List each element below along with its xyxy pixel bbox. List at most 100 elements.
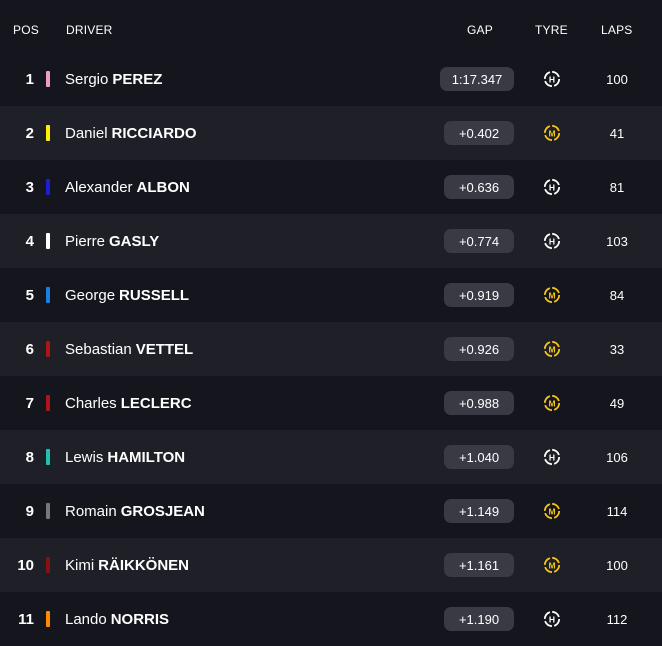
laps-count: 33 [609, 341, 625, 357]
driver-first-name: George [65, 286, 116, 304]
laps-count: 81 [609, 179, 625, 195]
position: 10 [17, 556, 34, 574]
position: 5 [25, 286, 34, 304]
team-color-bar [46, 341, 50, 357]
table-row[interactable]: 11 Lando NORRIS +1.190 H 112 [0, 592, 662, 646]
driver-first-name: Sebastian [65, 340, 132, 358]
driver-last-name: HAMILTON [107, 448, 186, 466]
table-header: POS DRIVER GAP TYRE LAPS [0, 0, 662, 52]
team-color-bar [46, 503, 50, 519]
driver-first-name: Pierre [65, 232, 106, 250]
driver-last-name: RÄIKKÖNEN [98, 556, 190, 574]
team-color-bar [46, 611, 50, 627]
table-row[interactable]: 7 Charles LECLERC +0.988 M 49 [0, 376, 662, 430]
laps-count: 41 [609, 125, 625, 141]
table-row[interactable]: 5 George RUSSELL +0.919 M 84 [0, 268, 662, 322]
team-color-bar [46, 395, 50, 411]
svg-text:M: M [548, 128, 555, 138]
tyre-compound-icon: H [543, 178, 561, 196]
team-color-bar [46, 233, 50, 249]
header-driver: DRIVER [66, 23, 113, 37]
laps-count: 100 [606, 557, 628, 573]
position: 6 [25, 340, 34, 358]
tyre-compound-icon: M [543, 502, 561, 520]
driver-last-name: VETTEL [135, 340, 194, 358]
tyre-compound-icon: M [543, 340, 561, 358]
driver-last-name: PEREZ [112, 70, 163, 88]
table-row[interactable]: 3 Alexander ALBON +0.636 H 81 [0, 160, 662, 214]
driver-name: Daniel RICCIARDO [65, 106, 197, 160]
header-gap: GAP [467, 23, 493, 37]
driver-first-name: Sergio [65, 70, 109, 88]
driver-name: Charles LECLERC [65, 376, 192, 430]
team-color-bar [46, 71, 50, 87]
laps-count: 49 [609, 395, 625, 411]
gap-badge: +1.190 [444, 607, 514, 631]
table-row[interactable]: 9 Romain GROSJEAN +1.149 M 114 [0, 484, 662, 538]
header-pos: POS [13, 23, 39, 37]
driver-last-name: RICCIARDO [111, 124, 197, 142]
svg-text:M: M [548, 344, 555, 354]
driver-name: Sergio PEREZ [65, 52, 162, 106]
driver-last-name: RUSSELL [119, 286, 190, 304]
position: 9 [25, 502, 34, 520]
laps-count: 114 [606, 503, 628, 519]
gap-badge: +0.919 [444, 283, 514, 307]
team-color-bar [46, 125, 50, 141]
gap-badge: +0.926 [444, 337, 514, 361]
tyre-compound-icon: M [543, 556, 561, 574]
table-row[interactable]: 10 Kimi RÄIKKÖNEN +1.161 M 100 [0, 538, 662, 592]
driver-first-name: Alexander [65, 178, 133, 196]
svg-text:H: H [549, 452, 555, 462]
svg-text:M: M [548, 560, 555, 570]
gap-badge: +1.161 [444, 553, 514, 577]
table-row[interactable]: 8 Lewis HAMILTON +1.040 H 106 [0, 430, 662, 484]
position: 8 [25, 448, 34, 466]
table-row[interactable]: 4 Pierre GASLY +0.774 H 103 [0, 214, 662, 268]
svg-text:H: H [549, 182, 555, 192]
table-row[interactable]: 1 Sergio PEREZ 1:17.347 H 100 [0, 52, 662, 106]
gap-badge: 1:17.347 [440, 67, 514, 91]
tyre-compound-icon: H [543, 610, 561, 628]
gap-badge: +0.988 [444, 391, 514, 415]
gap-badge: +0.774 [444, 229, 514, 253]
driver-first-name: Romain [65, 502, 117, 520]
position: 11 [18, 610, 34, 628]
driver-last-name: ALBON [136, 178, 190, 196]
team-color-bar [46, 179, 50, 195]
table-row[interactable]: 2 Daniel RICCIARDO +0.402 M 41 [0, 106, 662, 160]
svg-text:H: H [549, 614, 555, 624]
position: 1 [25, 70, 34, 88]
gap-badge: +0.636 [444, 175, 514, 199]
position: 2 [25, 124, 34, 142]
driver-last-name: GROSJEAN [120, 502, 205, 520]
svg-text:H: H [549, 236, 555, 246]
table-row[interactable]: 6 Sebastian VETTEL +0.926 M 33 [0, 322, 662, 376]
header-tyre: TYRE [535, 23, 568, 37]
gap-badge: +1.040 [444, 445, 514, 469]
driver-name: Lando NORRIS [65, 592, 169, 646]
tyre-compound-icon: H [543, 448, 561, 466]
position: 7 [25, 394, 34, 412]
team-color-bar [46, 449, 50, 465]
driver-name: Pierre GASLY [65, 214, 159, 268]
tyre-compound-icon: M [543, 286, 561, 304]
laps-count: 84 [609, 287, 625, 303]
position: 4 [25, 232, 34, 250]
driver-last-name: LECLERC [120, 394, 192, 412]
driver-first-name: Charles [65, 394, 117, 412]
laps-count: 112 [606, 611, 628, 627]
driver-last-name: GASLY [109, 232, 160, 250]
header-laps: LAPS [601, 23, 633, 37]
tyre-compound-icon: H [543, 70, 561, 88]
driver-first-name: Kimi [65, 556, 95, 574]
driver-name: Alexander ALBON [65, 160, 190, 214]
team-color-bar [46, 287, 50, 303]
table-body: 1 Sergio PEREZ 1:17.347 H 100 2 Daniel RICCIARDO… [0, 52, 662, 646]
driver-first-name: Lando [65, 610, 107, 628]
team-color-bar [46, 557, 50, 573]
laps-count: 103 [606, 233, 628, 249]
tyre-compound-icon: M [543, 124, 561, 142]
svg-text:M: M [548, 506, 555, 516]
